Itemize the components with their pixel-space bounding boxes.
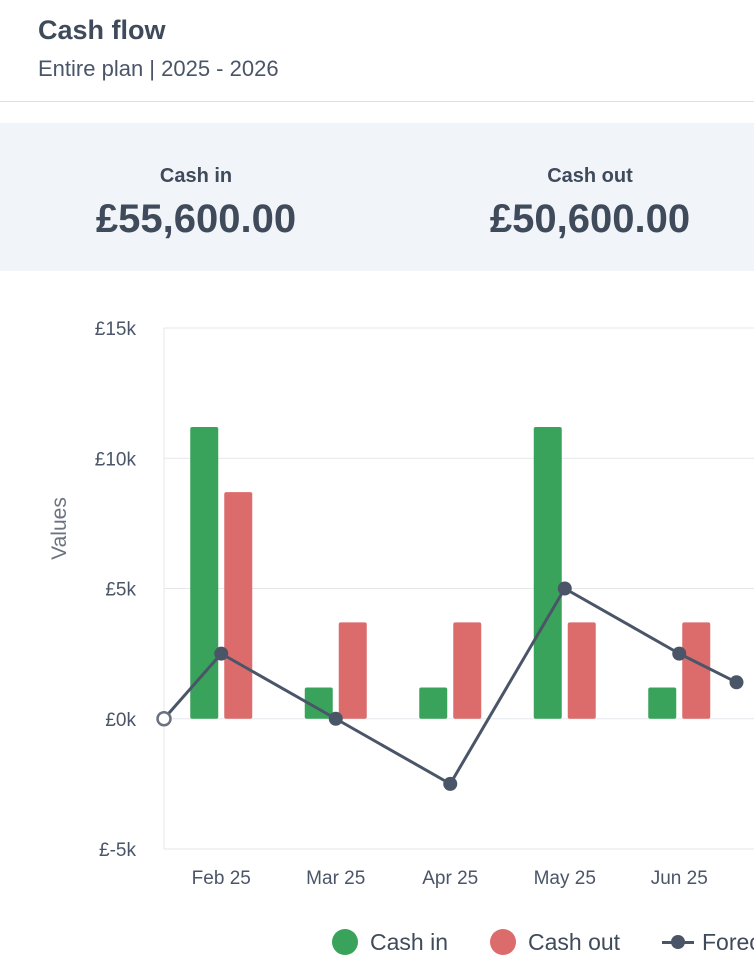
page-title: Cash flow bbox=[38, 15, 166, 45]
legend-item-forecast[interactable]: Forec bbox=[662, 926, 754, 958]
forecast-point bbox=[328, 711, 343, 726]
y-tick-label: £0k bbox=[105, 710, 136, 731]
cash-out-value: £50,600.00 bbox=[489, 197, 691, 241]
forecast-line-swatch-icon bbox=[662, 929, 694, 955]
x-tick-label: Apr 25 bbox=[422, 868, 478, 889]
cash-in-bar bbox=[533, 426, 562, 719]
y-tick-label: £-5k bbox=[99, 840, 136, 861]
cash-in-bar bbox=[190, 426, 219, 719]
x-tick-label: May 25 bbox=[534, 868, 596, 889]
y-tick-label: £10k bbox=[95, 449, 137, 470]
legend-label-cash-in: Cash in bbox=[370, 928, 448, 955]
x-tick-label: Feb 25 bbox=[192, 868, 251, 889]
cash-out-label: Cash out bbox=[547, 165, 633, 187]
header-divider bbox=[0, 101, 754, 102]
cash-in-bar bbox=[648, 687, 677, 719]
forecast-point bbox=[443, 776, 458, 791]
cash-out-bar bbox=[567, 622, 596, 719]
legend-item-cash-in[interactable]: Cash in bbox=[332, 926, 448, 958]
y-tick-label: £15k bbox=[95, 319, 137, 340]
cash-out-swatch-icon bbox=[490, 929, 516, 955]
cash-out-bar bbox=[682, 622, 711, 719]
cash-out-bar bbox=[338, 622, 367, 719]
cash-in-swatch-icon bbox=[332, 929, 358, 955]
cash-out-stat: Cash out £50,600.00 bbox=[440, 163, 740, 245]
forecast-point bbox=[672, 646, 687, 661]
cash-in-bar bbox=[419, 687, 448, 719]
forecast-point bbox=[557, 581, 572, 596]
y-tick-label: £5k bbox=[105, 580, 136, 601]
cash-in-label: Cash in bbox=[159, 165, 233, 187]
chart-header: Cash flow Entire plan | 2025 - 2026 bbox=[38, 12, 279, 84]
cash-in-bar bbox=[304, 687, 333, 719]
cash-out-bar bbox=[224, 492, 253, 719]
legend-label-forecast: Forec bbox=[702, 928, 754, 955]
summary-panel: Cash in £55,600.00 Cash out £50,600.00 bbox=[0, 123, 754, 271]
page-subtitle: Entire plan | 2025 - 2026 bbox=[38, 56, 279, 81]
y-axis-title: Values bbox=[48, 497, 71, 560]
legend-item-cash-out[interactable]: Cash out bbox=[490, 926, 620, 958]
cash-in-value: £55,600.00 bbox=[95, 197, 297, 241]
x-tick-label: Jun 25 bbox=[651, 868, 708, 889]
cash-out-bar bbox=[453, 622, 482, 719]
cash-in-stat: Cash in £55,600.00 bbox=[46, 163, 346, 245]
forecast-point bbox=[156, 711, 172, 727]
forecast-point bbox=[214, 646, 229, 661]
forecast-point bbox=[729, 675, 744, 690]
x-tick-label: Mar 25 bbox=[306, 868, 365, 889]
legend-label-cash-out: Cash out bbox=[528, 928, 621, 955]
